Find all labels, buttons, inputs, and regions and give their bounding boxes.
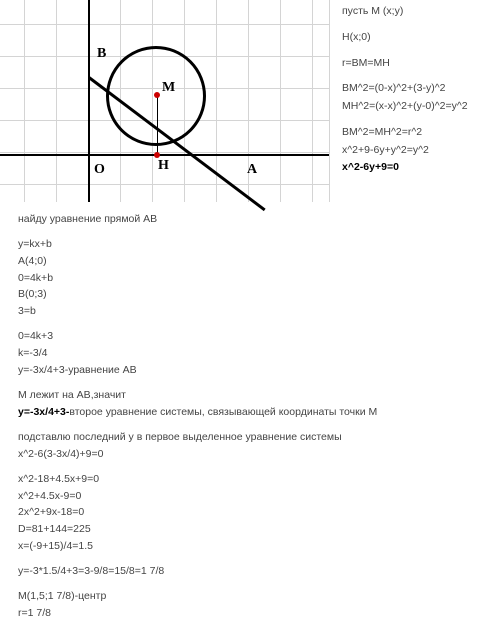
- line: x^2-18+4.5x+9=0: [18, 472, 482, 487]
- line: x^2+4.5x-9=0: [18, 489, 482, 504]
- x-axis: [0, 154, 329, 156]
- label-h: H: [158, 158, 169, 174]
- line: 0=4k+b: [18, 271, 482, 286]
- line: 0=4k+3: [18, 329, 482, 344]
- label-b: B: [97, 46, 106, 62]
- line: x=(-9+15)/4=1.5: [18, 539, 482, 554]
- label-a: A: [247, 162, 257, 178]
- line: A(4;0): [18, 254, 482, 269]
- line: y=-3x/4+3-второе уравнение системы, связ…: [18, 405, 482, 420]
- point-m: [154, 92, 160, 98]
- line: x^2+9-6y+y^2=y^2: [342, 143, 468, 159]
- line: y=kx+b: [18, 237, 482, 252]
- line: BM^2=MH^2=r^2: [342, 125, 468, 141]
- span: второе уравнение системы, связывающей ко…: [69, 406, 377, 418]
- line-bold: x^2-6y+9=0: [342, 160, 468, 176]
- line: H(x;0): [342, 30, 468, 46]
- bold-span: y=-3x/4+3-: [18, 406, 69, 418]
- label-o: O: [94, 162, 105, 178]
- line: М лежит на АВ,значит: [18, 388, 482, 403]
- right-derivation: пусть М (x;y) H(x;0) r=BM=MH BM^2=(0-x)^…: [330, 0, 472, 202]
- line: x^2-6(3-3x/4)+9=0: [18, 447, 482, 462]
- line: B(0;3): [18, 287, 482, 302]
- line: найду уравнение прямой АВ: [18, 212, 482, 227]
- line: подставлю последний y в первое выделенно…: [18, 430, 482, 445]
- line: D=81+144=225: [18, 522, 482, 537]
- line: y=-3x/4+3-уравнение АВ: [18, 363, 482, 378]
- line: BM^2=(0-x)^2+(3-y)^2: [342, 81, 468, 97]
- line: k=-3/4: [18, 346, 482, 361]
- line: y=-3*1.5/4+3=3-9/8=15/8=1 7/8: [18, 564, 482, 579]
- line: 2x^2+9x-18=0: [18, 505, 482, 520]
- line: 3=b: [18, 304, 482, 319]
- line: M(1,5;1 7/8)-центр: [18, 589, 482, 604]
- y-axis: [88, 0, 90, 202]
- line: r=BM=MH: [342, 56, 468, 72]
- line: r=1 7/8: [18, 606, 482, 621]
- diagram-grid: B M O H A: [0, 0, 330, 202]
- line: пусть М (x;y): [342, 4, 468, 20]
- label-m: M: [162, 80, 175, 96]
- solution-body: найду уравнение прямой АВ y=kx+b A(4;0) …: [0, 202, 500, 633]
- segment-mh: [157, 95, 158, 157]
- line: MH^2=(x-x)^2+(y-0)^2=y^2: [342, 99, 468, 115]
